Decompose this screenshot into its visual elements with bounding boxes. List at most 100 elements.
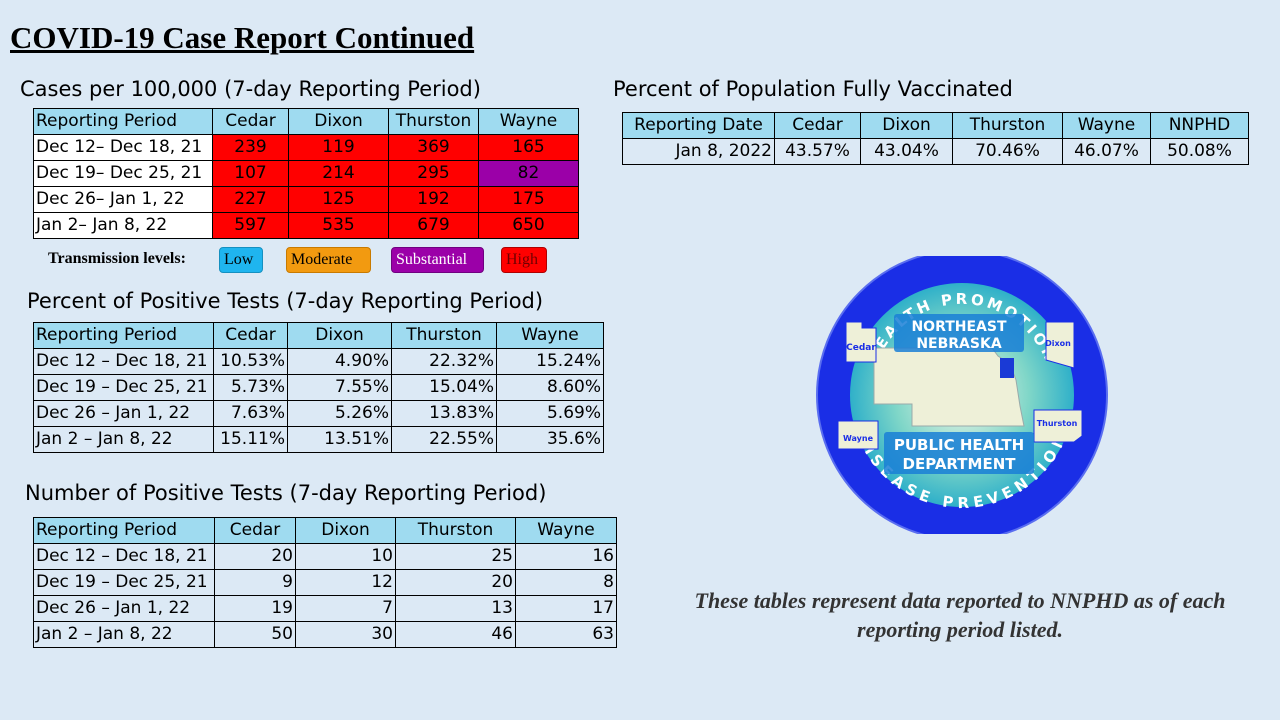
value-cell: 7.63% [213, 400, 288, 427]
rate-cell: 535 [288, 212, 389, 239]
table-row: Dec 19 – Dec 25, 21 9 12 20 8 [33, 569, 617, 596]
value-cell: 10 [295, 543, 396, 570]
period-cell: Dec 26 – Jan 1, 22 [33, 595, 215, 622]
value-cell: 30 [295, 621, 396, 648]
logo-center-line2: NEBRASKA [916, 336, 1001, 352]
period-cell: Dec 12– Dec 18, 21 [33, 134, 213, 161]
value-cell: 4.90% [287, 348, 392, 375]
cedar-county-label: Cedar [846, 343, 876, 353]
header-cell: NNPHD [1150, 112, 1249, 139]
header-cell: Dixon [287, 322, 392, 349]
period-cell: Dec 19 – Dec 25, 21 [33, 374, 214, 401]
header-cell: Reporting Period [33, 517, 215, 544]
value-cell: 16 [515, 543, 617, 570]
number-header-row: Reporting Period Cedar Dixon Thurston Wa… [33, 517, 617, 544]
logo-bottom-banner [884, 432, 1034, 474]
header-cell: Cedar [214, 517, 296, 544]
value-cell: 8 [515, 569, 617, 596]
value-cell: 46 [395, 621, 516, 648]
rate-cell: 227 [212, 186, 289, 213]
header-cell: Cedar [213, 322, 288, 349]
vaccinated-table: Reporting Date Cedar Dixon Thurston Wayn… [622, 112, 1249, 165]
header-cell: Wayne [478, 108, 579, 135]
value-cell: 12 [295, 569, 396, 596]
number-positive-table: Reporting Period Cedar Dixon Thurston Wa… [33, 517, 617, 648]
rate-cell: 369 [388, 134, 479, 161]
period-cell: Dec 12 – Dec 18, 21 [33, 348, 214, 375]
header-cell: Thurston [391, 322, 497, 349]
rate-cell: 192 [388, 186, 479, 213]
dixon-county-icon [1045, 321, 1075, 369]
period-cell: Dec 19– Dec 25, 21 [33, 160, 213, 187]
period-cell: Dec 12 – Dec 18, 21 [33, 543, 215, 570]
value-cell: 15.11% [213, 426, 288, 453]
table-row: Dec 12 – Dec 18, 21 20 10 25 16 [33, 543, 617, 570]
legend-low: Low [219, 247, 263, 273]
value-cell: 7.55% [287, 374, 392, 401]
value-cell: 46.07% [1062, 138, 1151, 165]
table-row: Jan 2– Jan 8, 22 597 535 679 650 [33, 212, 579, 239]
rate-cell: 107 [212, 160, 289, 187]
wayne-county-label: Wayne [843, 434, 874, 443]
header-cell: Cedar [774, 112, 861, 139]
rate-cell: 650 [478, 212, 579, 239]
table-row: Dec 12 – Dec 18, 21 10.53% 4.90% 22.32% … [33, 348, 604, 375]
value-cell: 5.69% [496, 400, 604, 427]
vaccinated-section-title: Percent of Population Fully Vaccinated [613, 77, 1013, 101]
cases-section-title: Cases per 100,000 (7-day Reporting Perio… [20, 77, 481, 101]
header-cell: Thurston [952, 112, 1063, 139]
vaccinated-header-row: Reporting Date Cedar Dixon Thurston Wayn… [622, 112, 1249, 139]
nnphd-logo: HEALTH PROMOTION DISEASE PREVENTION Ceda… [816, 256, 1108, 534]
value-cell: 13.83% [391, 400, 497, 427]
table-row: Dec 19– Dec 25, 21 107 214 295 82 [33, 160, 579, 187]
value-cell: 7 [295, 595, 396, 622]
table-row: Dec 26 – Jan 1, 22 7.63% 5.26% 13.83% 5.… [33, 400, 604, 427]
header-cell: Dixon [288, 108, 389, 135]
rate-cell: 119 [288, 134, 389, 161]
value-cell: 63 [515, 621, 617, 648]
legend-high: High [501, 247, 547, 273]
header-cell: Reporting Period [33, 108, 213, 135]
logo-center-line1: NORTHEAST [911, 319, 1007, 335]
wayne-county-icon [837, 420, 879, 450]
rate-cell: 125 [288, 186, 389, 213]
rate-cell: 679 [388, 212, 479, 239]
period-cell: Jan 2– Jan 8, 22 [33, 212, 213, 239]
value-cell: 22.32% [391, 348, 497, 375]
value-cell: 35.6% [496, 426, 604, 453]
legend-substantial: Substantial [391, 247, 484, 273]
value-cell: 5.73% [213, 374, 288, 401]
header-cell: Reporting Period [33, 322, 214, 349]
percent-positive-title: Percent of Positive Tests (7-day Reporti… [27, 289, 544, 313]
header-cell: Dixon [295, 517, 396, 544]
header-cell: Reporting Date [622, 112, 775, 139]
value-cell: 25 [395, 543, 516, 570]
value-cell: 20 [395, 569, 516, 596]
table-row: Dec 26 – Jan 1, 22 19 7 13 17 [33, 595, 617, 622]
header-cell: Thurston [395, 517, 516, 544]
rate-cell: 239 [212, 134, 289, 161]
value-cell: 70.46% [952, 138, 1063, 165]
date-cell: Jan 8, 2022 [622, 138, 775, 165]
rate-cell: 82 [478, 160, 579, 187]
value-cell: 43.57% [774, 138, 861, 165]
value-cell: 43.04% [860, 138, 953, 165]
logo-top-banner [894, 314, 1024, 352]
cedar-county-icon [845, 321, 877, 363]
period-cell: Jan 2 – Jan 8, 22 [33, 621, 215, 648]
transmission-legend-label: Transmission levels: [48, 250, 186, 267]
rate-cell: 295 [388, 160, 479, 187]
header-cell: Dixon [860, 112, 953, 139]
cases-header-row: Reporting Period Cedar Dixon Thurston Wa… [33, 108, 579, 135]
table-row: Jan 8, 2022 43.57% 43.04% 70.46% 46.07% … [622, 138, 1249, 165]
percent-positive-table: Reporting Period Cedar Dixon Thurston Wa… [33, 322, 604, 453]
header-cell: Wayne [1062, 112, 1151, 139]
period-cell: Dec 19 – Dec 25, 21 [33, 569, 215, 596]
rate-cell: 175 [478, 186, 579, 213]
nebraska-map-icon [873, 347, 1025, 427]
value-cell: 19 [214, 595, 296, 622]
logo-lower-line2: DEPARTMENT [903, 455, 1017, 473]
rate-cell: 214 [288, 160, 389, 187]
header-cell: Wayne [496, 322, 604, 349]
value-cell: 15.04% [391, 374, 497, 401]
